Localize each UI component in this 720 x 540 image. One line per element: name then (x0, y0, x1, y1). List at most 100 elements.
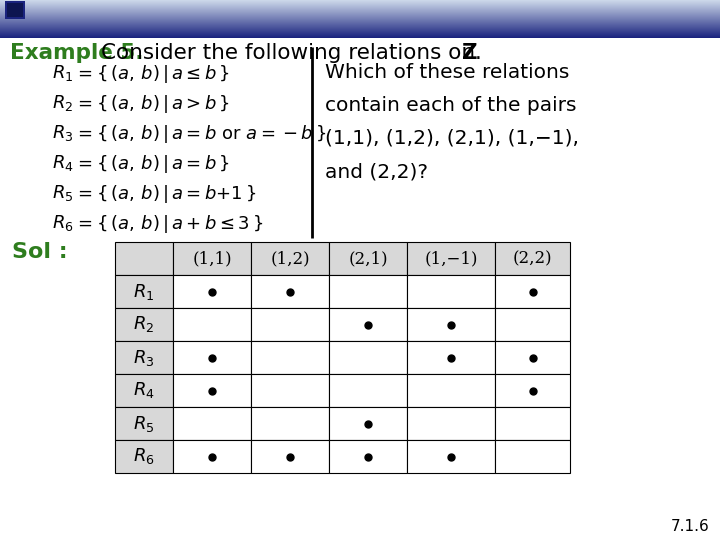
Bar (0, 25, 720, 26)
Bar (407, 242, 495, 275)
Text: contain each of the pairs: contain each of the pairs (325, 96, 577, 115)
Text: $R_1$: $R_1$ (52, 63, 73, 83)
Text: $R_5$: $R_5$ (52, 183, 73, 203)
Bar (251, 341, 329, 374)
Bar (0, 13, 720, 14)
Text: $= \{ \,(a,\, b)\, |\, a = b{+}1\, \}$: $= \{ \,(a,\, b)\, |\, a = b{+}1\, \}$ (74, 183, 256, 205)
Bar (0, 0, 720, 1)
Bar (115, 308, 173, 341)
Bar (173, 242, 251, 275)
Text: $R_6$: $R_6$ (133, 447, 155, 467)
Bar (0, 20, 720, 21)
Bar (5, 1, 25, 19)
Bar (329, 275, 407, 308)
Bar (407, 275, 495, 308)
Text: Example 5.: Example 5. (10, 43, 143, 63)
Bar (0, 31, 720, 32)
Text: .: . (475, 43, 482, 63)
Bar (0, 37, 720, 38)
Bar (115, 275, 173, 308)
Text: Consider the following relations on: Consider the following relations on (101, 43, 482, 63)
Bar (0, 15, 720, 16)
Text: 7.1.6: 7.1.6 (671, 519, 710, 534)
Bar (0, 12, 720, 13)
Bar (173, 407, 251, 440)
Bar (0, 10, 720, 11)
Text: (1,1), (1,2), (2,1), (1,−1),: (1,1), (1,2), (2,1), (1,−1), (325, 129, 579, 148)
Bar (115, 374, 173, 407)
Text: (2,1): (2,1) (348, 250, 388, 267)
Bar (0, 28, 720, 29)
Bar (115, 407, 173, 440)
Bar (115, 440, 173, 473)
Bar (329, 308, 407, 341)
Bar (173, 374, 251, 407)
Bar (251, 407, 329, 440)
Bar (0, 24, 720, 25)
Bar (0, 4, 720, 5)
Bar (173, 308, 251, 341)
Text: Which of these relations: Which of these relations (325, 63, 570, 82)
Bar (251, 242, 329, 275)
Bar (407, 440, 495, 473)
Bar (495, 242, 570, 275)
Text: (1,−1): (1,−1) (424, 250, 478, 267)
Bar (495, 374, 570, 407)
Bar (7, 3, 23, 17)
Bar (0, 35, 720, 36)
Text: $R_2$: $R_2$ (133, 314, 155, 334)
Bar (0, 7, 720, 8)
Bar (173, 275, 251, 308)
Bar (407, 341, 495, 374)
Bar (173, 341, 251, 374)
Bar (0, 36, 720, 37)
Bar (0, 33, 720, 34)
Bar (173, 440, 251, 473)
Text: (1,1): (1,1) (192, 250, 232, 267)
Bar (495, 275, 570, 308)
Bar (0, 32, 720, 33)
Text: $R_6$: $R_6$ (52, 213, 73, 233)
Text: $R_4$: $R_4$ (52, 153, 73, 173)
Bar (0, 5, 720, 6)
Bar (329, 242, 407, 275)
Bar (329, 407, 407, 440)
Bar (0, 19, 720, 20)
Bar (0, 6, 720, 7)
Text: $R_4$: $R_4$ (133, 381, 155, 401)
Bar (0, 2, 720, 3)
Bar (0, 27, 720, 28)
Bar (0, 21, 720, 22)
Text: $= \{ \,(a,\, b)\, |\, a + b \leq 3\, \}$: $= \{ \,(a,\, b)\, |\, a + b \leq 3\, \}… (74, 213, 264, 235)
Bar (251, 374, 329, 407)
Bar (0, 17, 720, 18)
Text: $= \{ \,(a,\, b)\, |\, a \leq b\, \}$: $= \{ \,(a,\, b)\, |\, a \leq b\, \}$ (74, 63, 230, 85)
Text: and (2,2)?: and (2,2)? (325, 162, 428, 181)
Text: Sol :: Sol : (12, 242, 68, 262)
Bar (0, 14, 720, 15)
Bar (115, 242, 173, 275)
Text: $R_2$: $R_2$ (52, 93, 73, 113)
Bar (251, 308, 329, 341)
Bar (407, 374, 495, 407)
Bar (0, 9, 720, 10)
Bar (329, 374, 407, 407)
Bar (407, 407, 495, 440)
Text: (1,2): (1,2) (270, 250, 310, 267)
Bar (115, 341, 173, 374)
Bar (407, 308, 495, 341)
Bar (251, 440, 329, 473)
Text: $R_5$: $R_5$ (133, 414, 155, 434)
Text: $= \{ \,(a,\, b)\, |\, a > b\, \}$: $= \{ \,(a,\, b)\, |\, a > b\, \}$ (74, 93, 230, 115)
Bar (0, 29, 720, 30)
Bar (0, 3, 720, 4)
Text: (2,2): (2,2) (513, 250, 552, 267)
Bar (0, 1, 720, 2)
Text: $= \{ \,(a,\, b)\, |\, a = b\, \}$: $= \{ \,(a,\, b)\, |\, a = b\, \}$ (74, 153, 230, 175)
Text: $\mathbf{Z}$: $\mathbf{Z}$ (461, 43, 477, 63)
Bar (0, 18, 720, 19)
Text: $= \{ \,(a,\, b)\, |\, a = b\,\, \mathrm{or}\,\, a = -b\, \}$: $= \{ \,(a,\, b)\, |\, a = b\,\, \mathrm… (74, 123, 326, 145)
Bar (0, 26, 720, 27)
Text: $R_1$: $R_1$ (133, 281, 155, 301)
Bar (495, 308, 570, 341)
